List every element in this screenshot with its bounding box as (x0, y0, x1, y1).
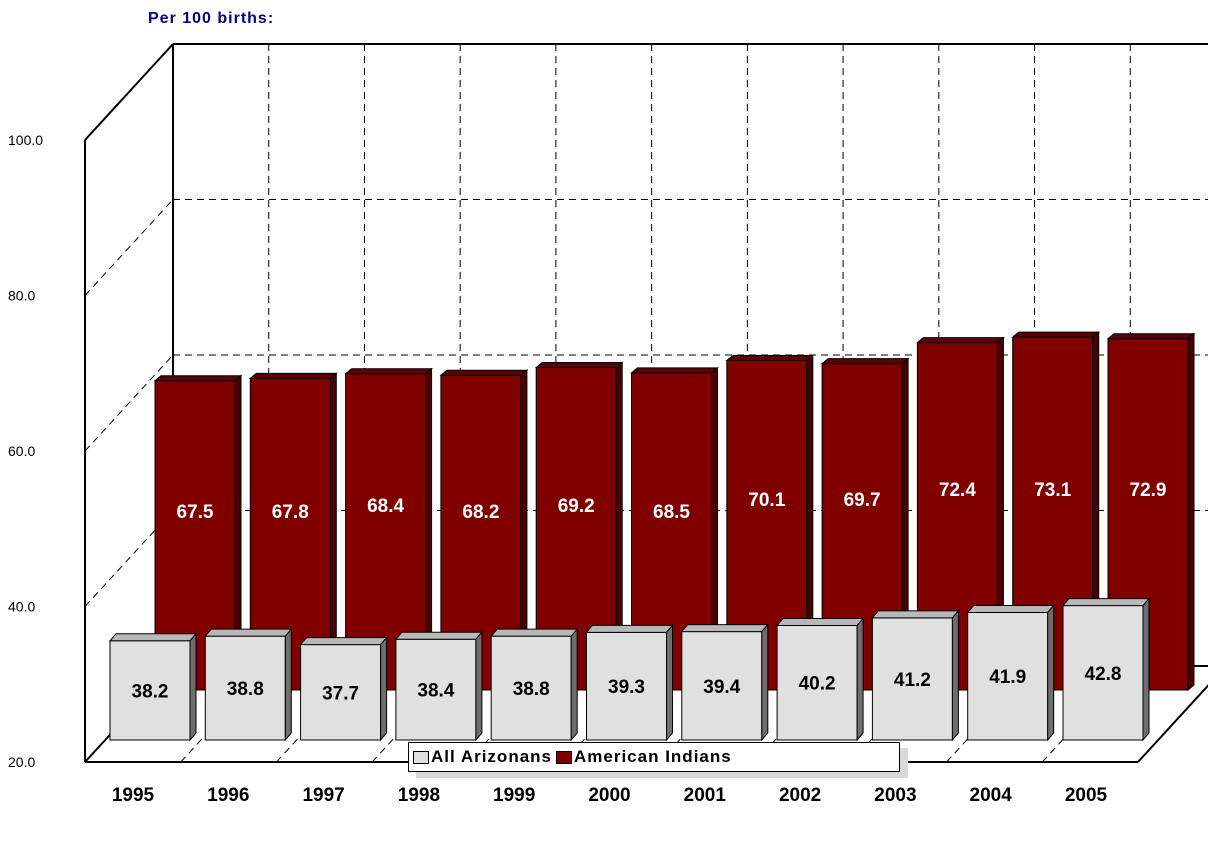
bar-american-indians-top (534, 361, 624, 368)
bar-all-arizonans-top (966, 604, 1055, 613)
legend-item-all-arizonans: All Arizonans (409, 747, 552, 767)
bar-american-indians-top (1011, 331, 1101, 338)
x-tick-label: 2005 (1065, 785, 1108, 806)
x-tick-label: 1998 (398, 785, 440, 806)
legend-item-american-indians: American Indians (552, 747, 732, 767)
bar-all-arizonans-top (394, 631, 483, 640)
bar-all-arizonans-front (109, 640, 191, 741)
y-tick-label: 80.0 (8, 288, 35, 304)
data-label-american-indians: 68.4 (367, 496, 404, 517)
y-tick-label: 40.0 (8, 599, 35, 615)
bar-all-arizonans-side (1047, 604, 1055, 742)
data-label-american-indians: 67.5 (177, 502, 214, 523)
bar-all-arizonans-front (586, 631, 667, 741)
x-tick-label: 2001 (684, 785, 727, 806)
bar-all-arizonans-front (490, 635, 572, 741)
bar-american-indians-side (1187, 332, 1195, 692)
data-label-all-arizonans: 42.8 (1085, 664, 1122, 685)
bar-all-arizonans-top (871, 610, 960, 619)
x-tick-label: 1995 (112, 785, 155, 806)
legend-swatch-all-arizonans (413, 750, 429, 764)
bar-all-arizonans-side (666, 624, 673, 742)
bar-all-arizonans-side (1142, 597, 1150, 742)
data-label-american-indians: 69.2 (558, 496, 595, 517)
bar-all-arizonans-side (951, 609, 959, 742)
x-tick-label: 1999 (493, 785, 535, 806)
bar-all-arizonans-top (776, 617, 865, 626)
x-tick-label: 2002 (779, 785, 821, 806)
x-tick-label: 1996 (207, 785, 249, 806)
bar-american-indians-top (344, 368, 433, 375)
bar-all-arizonans-side (761, 623, 769, 742)
legend-label-all-arizonans: All Arizonans (431, 747, 552, 766)
data-label-all-arizonans: 38.8 (513, 679, 550, 700)
data-label-american-indians: 68.5 (653, 502, 690, 523)
bar-all-arizonans-top (299, 637, 388, 646)
bar-american-indians-top (820, 358, 910, 365)
bar-all-arizonans-side (284, 627, 292, 742)
side-wall-top-edge (84, 43, 174, 141)
data-label-all-arizonans: 40.2 (799, 674, 836, 695)
data-label-all-arizonans: 37.7 (322, 683, 359, 704)
bar-all-arizonans-top (108, 633, 198, 642)
legend-swatch-american-indians (556, 750, 572, 764)
data-label-all-arizonans: 41.9 (989, 667, 1026, 688)
x-tick-label: 2000 (588, 785, 630, 806)
data-label-american-indians: 73.1 (1034, 480, 1071, 501)
chart-area: 20.0 40.0 60.0 80.0 100.0 67.5 67.8 68.4 68.2 69.… (8, 43, 1208, 806)
bar-all-arizonans-side (856, 617, 864, 742)
chart-title: Per 100 births: (148, 10, 275, 27)
legend: All Arizonans American Indians (408, 742, 900, 772)
data-label-all-arizonans: 39.4 (703, 677, 740, 698)
y-tick-label: 20.0 (8, 754, 35, 770)
data-label-american-indians: 67.8 (272, 502, 309, 523)
bar-all-arizonans-side (475, 630, 483, 742)
bar-all-arizonans-front (1062, 605, 1144, 741)
data-label-american-indians: 70.1 (748, 490, 785, 511)
bar-all-arizonans-front (967, 611, 1049, 741)
legend-label-american-indians: American Indians (574, 747, 732, 766)
bar-all-arizonans-front (204, 635, 286, 741)
data-label-all-arizonans: 38.8 (227, 679, 264, 700)
bar-all-arizonans-top (204, 628, 293, 637)
data-label-american-indians: 72.4 (939, 480, 976, 501)
data-label-all-arizonans: 39.3 (608, 677, 645, 698)
y-tick-label: 60.0 (8, 443, 35, 459)
x-tick-label: 1997 (302, 785, 344, 806)
bar-all-arizonans-front (395, 638, 477, 741)
bar-american-indians-top (153, 375, 243, 382)
data-label-all-arizonans: 41.2 (894, 670, 931, 691)
bar-all-arizonans-top (680, 624, 769, 633)
data-label-all-arizonans: 38.2 (132, 681, 169, 702)
bar-american-indians-top (248, 372, 338, 379)
bar-american-indians-top (630, 367, 719, 374)
bar-american-indians-top (1106, 333, 1196, 340)
y-tick-label: 100.0 (8, 132, 43, 148)
bar-all-arizonans-top (585, 624, 674, 633)
bar-all-arizonans-top (1061, 598, 1151, 607)
bar-all-arizonans-side (189, 632, 197, 742)
x-tick-label: 2003 (874, 785, 916, 806)
bar-american-indians-top (439, 369, 529, 376)
gridline-diagonal (84, 199, 174, 296)
bar-all-arizonans-side (570, 627, 578, 742)
bar-all-arizonans-side (380, 636, 388, 742)
data-label-american-indians: 72.9 (1130, 480, 1167, 501)
data-label-american-indians: 68.2 (462, 502, 499, 523)
data-label-american-indians: 69.7 (844, 490, 881, 511)
bar-all-arizonans-front (871, 617, 953, 741)
x-tick-label: 2004 (970, 785, 1013, 806)
data-label-all-arizonans: 38.4 (417, 681, 454, 702)
bar-all-arizonans-top (490, 628, 579, 637)
bar-american-indians-top (916, 337, 1005, 344)
gridline-diagonal (84, 354, 174, 452)
bar-american-indians-top (725, 354, 815, 361)
floor-right-edge (1137, 684, 1208, 763)
